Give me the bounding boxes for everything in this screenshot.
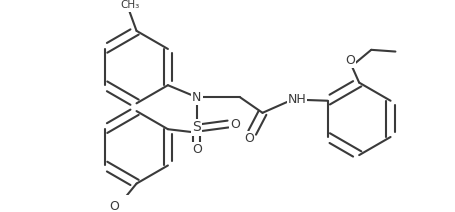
Text: O: O — [345, 54, 355, 67]
Text: S: S — [192, 120, 201, 134]
Text: O: O — [192, 144, 202, 156]
Text: CH₃: CH₃ — [120, 0, 139, 10]
Text: O: O — [229, 117, 239, 131]
Text: O: O — [243, 132, 253, 145]
Text: N: N — [192, 91, 201, 104]
Text: NH: NH — [287, 93, 306, 106]
Text: O: O — [109, 199, 119, 212]
